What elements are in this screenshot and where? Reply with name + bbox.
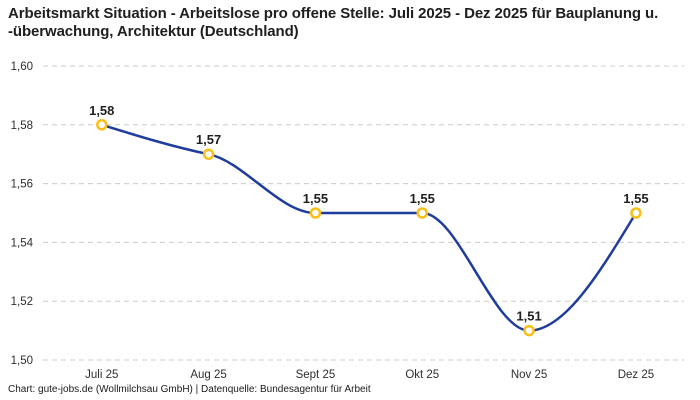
data-point-label: 1,55 <box>623 191 648 206</box>
data-point-label: 1,58 <box>89 103 114 118</box>
data-point-marker <box>523 324 535 337</box>
line-chart-svg: 1,60 1,58 1,56 1,54 1,52 1,50 Juli 25 Aug 25 Sep… <box>11 61 684 381</box>
y-tick-label: 1,58 <box>11 120 33 132</box>
data-point-label: 1,57 <box>196 132 221 147</box>
data-point-marker <box>96 119 108 131</box>
x-tick-label: Nov 25 <box>511 369 547 381</box>
x-tick-label: Juli 25 <box>85 369 118 381</box>
data-point-label: 1,51 <box>516 309 541 324</box>
y-tick-label: 1,52 <box>11 296 33 308</box>
y-tick-label: 1,50 <box>11 355 33 367</box>
x-tick-label: Okt 25 <box>405 369 439 381</box>
series-line <box>100 123 638 332</box>
data-point-marker <box>416 207 429 219</box>
y-tick-label: 1,60 <box>11 61 33 73</box>
line-chart: 1,60 1,58 1,56 1,54 1,52 1,50 Juli 25 Aug 25 Sep… <box>0 52 700 382</box>
data-point-marker <box>630 207 642 219</box>
y-tick-label: 1,54 <box>11 237 34 249</box>
data-point-label: 1,55 <box>410 191 435 206</box>
data-point-marker <box>202 148 215 160</box>
x-tick-label: Dez 25 <box>618 369 654 381</box>
x-tick-label: Aug 25 <box>190 369 226 381</box>
x-tick-label: Sept 25 <box>296 369 336 381</box>
y-tick-label: 1,56 <box>11 179 33 191</box>
chart-source: Chart: gute-jobs.de (Wollmilchsau GmbH) … <box>8 384 371 395</box>
data-point-label: 1,55 <box>303 191 328 206</box>
data-point-marker <box>309 207 322 219</box>
chart-title: Arbeitsmarkt Situation - Arbeitslose pro… <box>8 5 659 41</box>
